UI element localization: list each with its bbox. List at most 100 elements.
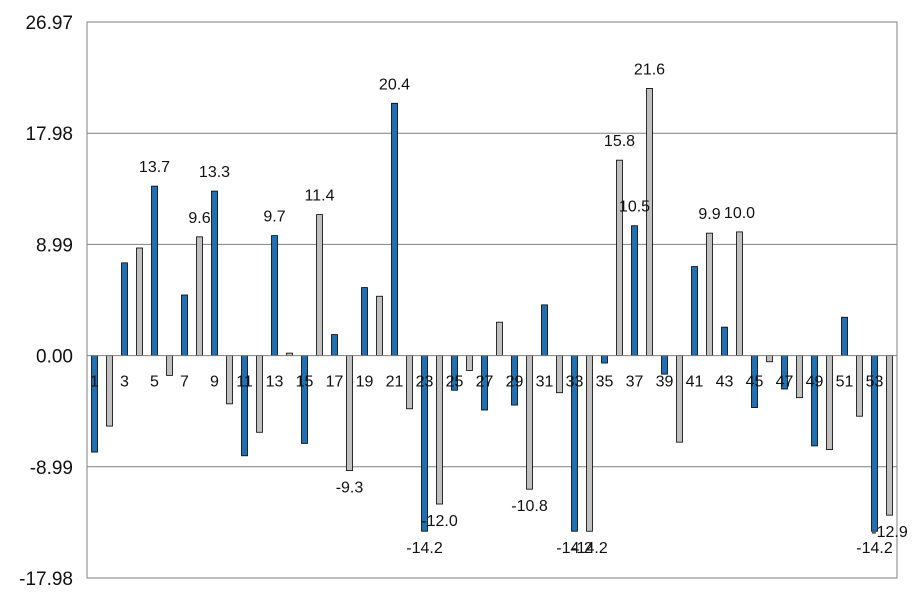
x-tick-label: 27 <box>476 374 494 391</box>
data-labels: 13.7 9.6 13.3 9.7 11.4 -9.3 20.4 -14.2 -12.0 -10.… <box>139 61 908 557</box>
data-label: 10.5 <box>619 199 650 216</box>
x-tick-label: 53 <box>866 374 884 391</box>
bar-50 <box>826 355 833 451</box>
bar-48 <box>796 355 803 399</box>
bar-2 <box>106 355 113 427</box>
data-label: 10.0 <box>724 205 755 222</box>
data-label: 20.4 <box>379 76 410 93</box>
data-label: 13.7 <box>139 159 170 176</box>
bar-39 <box>661 355 668 375</box>
y-axis-tick-labels: 26.97 17.98 8.99 0.00 -8.99 -17.98 <box>19 13 73 590</box>
bar-49 <box>811 355 818 447</box>
bar-11 <box>241 355 248 457</box>
bar-40 <box>676 355 683 443</box>
x-tick-label: 39 <box>656 374 674 391</box>
bar-24 <box>436 355 443 505</box>
x-tick-label: 19 <box>356 374 374 391</box>
bar-20 <box>376 295 383 357</box>
bar-46 <box>766 355 773 363</box>
x-tick-label: 15 <box>296 374 314 391</box>
x-tick-label: 33 <box>566 374 584 391</box>
bar-35 <box>601 355 608 364</box>
x-tick-label: 3 <box>120 374 129 391</box>
bar-19 <box>361 287 368 357</box>
data-label: -14.2 <box>556 540 593 557</box>
bar-42 <box>706 232 713 356</box>
x-axis-tick-labels: 1 3 5 7 9 11 13 15 17 19 21 23 25 27 29 31 33 35 37 39 41 43 4… <box>90 374 883 391</box>
plot-area <box>86 21 898 579</box>
data-label: -9.3 <box>336 480 364 497</box>
x-tick-label: 17 <box>326 374 344 391</box>
bar-52 <box>856 355 863 417</box>
data-label: 9.7 <box>263 209 285 226</box>
x-tick-label: 11 <box>236 374 253 391</box>
data-label: 21.6 <box>634 61 665 78</box>
bar-4 <box>136 247 143 357</box>
bar-38 <box>646 88 653 356</box>
bar-1 <box>91 355 98 453</box>
x-tick-label: 1 <box>90 374 99 391</box>
bar-8 <box>196 236 203 357</box>
y-tick-label: 26.97 <box>25 13 73 34</box>
x-tick-label: 37 <box>626 374 644 391</box>
data-label: 9.6 <box>188 210 210 227</box>
bar-54 <box>886 355 893 516</box>
data-label: -14.2 <box>856 540 893 557</box>
x-tick-label: 45 <box>746 374 764 391</box>
bar-36 <box>616 159 623 356</box>
data-label: 11.4 <box>305 188 335 205</box>
x-tick-label: 49 <box>806 374 824 391</box>
bar-44 <box>736 231 743 357</box>
y-tick-label: 0.00 <box>36 347 73 368</box>
bar-43 <box>721 326 728 356</box>
bar-28 <box>496 321 503 357</box>
data-label: 9.9 <box>698 206 720 223</box>
x-tick-label: 41 <box>686 374 704 391</box>
bar-15 <box>301 355 308 444</box>
bar-22 <box>406 355 413 410</box>
x-tick-label: 23 <box>416 374 434 391</box>
bar-6 <box>166 355 173 376</box>
y-tick-label: 17.98 <box>25 124 73 145</box>
bar-5 <box>151 185 158 357</box>
bar-17 <box>331 334 338 357</box>
data-label: -10.8 <box>511 498 548 515</box>
bar-41 <box>691 266 698 357</box>
x-tick-label: 9 <box>210 374 219 391</box>
data-label: 15.8 <box>604 133 635 150</box>
bar-34 <box>586 355 593 532</box>
x-tick-label: 47 <box>776 374 794 391</box>
bar-13 <box>271 235 278 356</box>
y-tick-label: -17.98 <box>19 569 73 590</box>
data-label: -12.9 <box>871 524 908 541</box>
data-label: -14.2 <box>406 540 443 557</box>
x-tick-label: 51 <box>836 374 854 391</box>
x-tick-label: 29 <box>506 374 524 391</box>
bar-16 <box>316 214 323 356</box>
bar-21 <box>391 102 398 356</box>
bar-12 <box>256 355 263 433</box>
bar-7 <box>181 294 188 356</box>
bar-9 <box>211 190 218 356</box>
x-tick-label: 35 <box>596 374 614 391</box>
data-label: 13.3 <box>199 164 230 181</box>
y-tick-label: -8.99 <box>30 458 73 479</box>
bar-18 <box>346 355 353 472</box>
bar-10 <box>226 355 233 405</box>
x-tick-label: 43 <box>716 374 734 391</box>
x-tick-label: 5 <box>150 374 159 391</box>
x-tick-label: 21 <box>386 374 404 391</box>
x-tick-label: 7 <box>180 374 189 391</box>
bar-30 <box>526 355 533 490</box>
bar-32 <box>556 355 563 394</box>
bar-3 <box>121 262 128 356</box>
bar-31 <box>541 304 548 357</box>
bar-51 <box>841 316 848 357</box>
gridlines <box>87 132 897 468</box>
x-tick-label: 25 <box>446 374 464 391</box>
bar-26 <box>466 355 473 371</box>
y-tick-label: 8.99 <box>36 235 73 256</box>
x-tick-label: 13 <box>266 374 284 391</box>
x-tick-label: 31 <box>536 374 554 391</box>
